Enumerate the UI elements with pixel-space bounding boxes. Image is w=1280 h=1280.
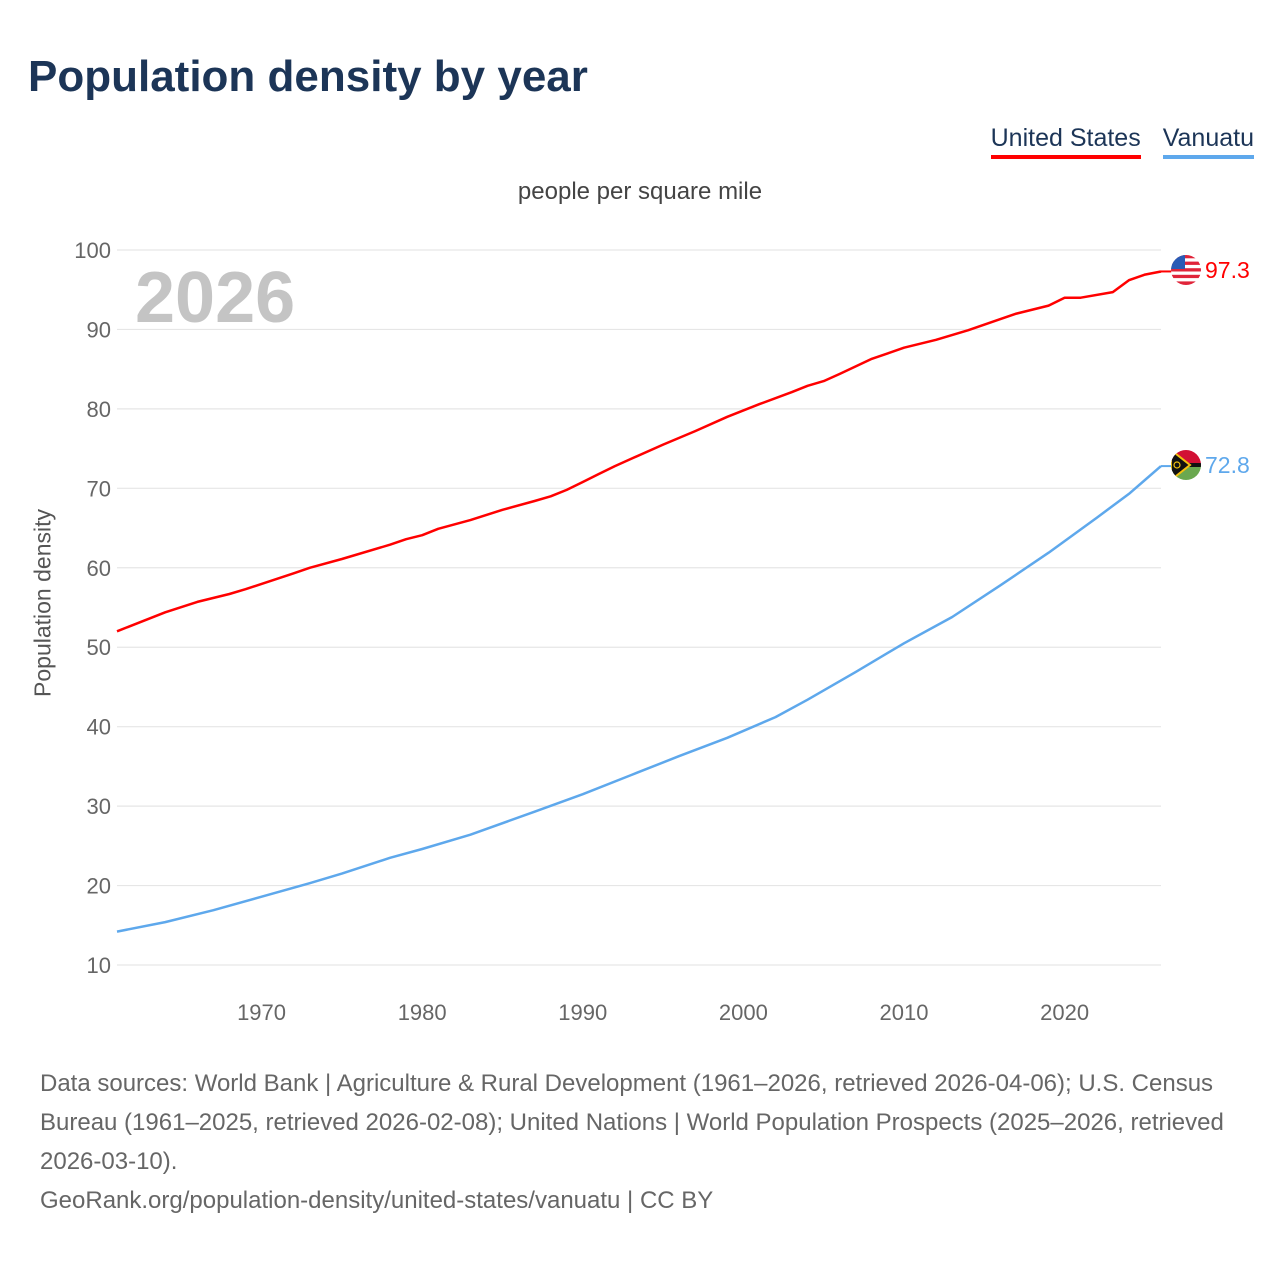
year-watermark: 2026: [135, 258, 295, 338]
legend: United States Vanuatu: [990, 124, 1254, 159]
y-tick-label: 90: [87, 317, 111, 342]
y-tick-label: 20: [87, 874, 111, 899]
y-tick-label: 30: [87, 794, 111, 819]
y-tick-label: 40: [87, 715, 111, 740]
y-tick-label: 70: [87, 476, 111, 501]
x-tick-label: 2020: [1040, 1000, 1089, 1025]
data-sources: Data sources: World Bank | Agriculture &…: [40, 1070, 1224, 1175]
y-tick-label: 50: [87, 635, 111, 660]
legend-item-vanuatu[interactable]: Vanuatu: [1162, 124, 1254, 159]
y-tick-label: 100: [74, 238, 111, 263]
series-line-vanuatu[interactable]: [116, 465, 1162, 933]
x-tick-label: 2010: [880, 1000, 929, 1025]
x-tick-label: 1990: [558, 1000, 607, 1025]
series-line-united-states[interactable]: [116, 270, 1162, 633]
y-tick-label: 80: [87, 397, 111, 422]
legend-item-united-states[interactable]: United States: [990, 124, 1141, 159]
end-label-vanuatu: 72.8: [1205, 452, 1250, 478]
page-title: Population density by year: [28, 52, 588, 101]
vanuatu-flag-icon: [1171, 450, 1201, 480]
source-link[interactable]: GeoRank.org/population-density/united-st…: [40, 1187, 714, 1214]
end-label-united-states: 97.3: [1205, 257, 1250, 283]
chart-subtitle: people per square mile: [517, 178, 763, 205]
footer: Data sources: World Bank | Agriculture &…: [40, 1064, 1250, 1220]
x-tick-label: 2000: [719, 1000, 768, 1025]
y-tick-label: 60: [87, 556, 111, 581]
x-tick-label: 1980: [398, 1000, 447, 1025]
y-tick-label: 10: [87, 953, 111, 978]
us-flag-icon: [1171, 255, 1201, 285]
x-tick-label: 1970: [237, 1000, 286, 1025]
